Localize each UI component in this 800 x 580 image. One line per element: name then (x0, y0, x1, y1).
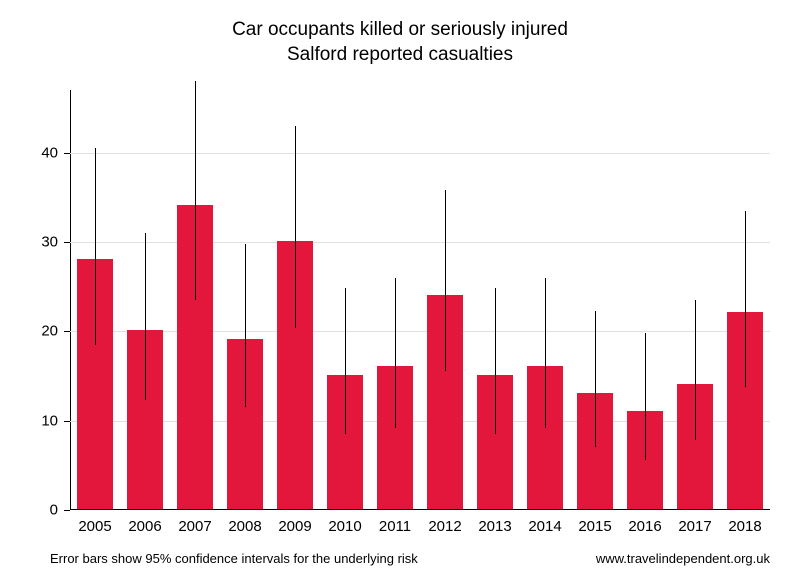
error-bar (495, 288, 496, 434)
x-axis-label: 2013 (478, 518, 511, 535)
error-bar (295, 126, 296, 328)
y-axis-label: 30 (18, 233, 58, 250)
y-axis-label: 20 (18, 323, 58, 340)
footer-note-left: Error bars show 95% confidence intervals… (50, 551, 418, 566)
y-tick (64, 331, 70, 332)
error-bar (695, 300, 696, 440)
x-axis-label: 2006 (128, 518, 161, 535)
x-axis-label: 2015 (578, 518, 611, 535)
x-axis-label: 2010 (328, 518, 361, 535)
x-axis (70, 509, 770, 510)
error-bar (345, 288, 346, 434)
y-axis-label: 0 (18, 502, 58, 519)
error-bar (145, 233, 146, 400)
gridline (70, 331, 770, 332)
x-axis-label: 2007 (178, 518, 211, 535)
error-bar (395, 278, 396, 428)
x-axis-label: 2018 (728, 518, 761, 535)
y-axis-label: 40 (18, 144, 58, 161)
x-axis-label: 2005 (78, 518, 111, 535)
y-tick (64, 421, 70, 422)
error-bar (245, 244, 246, 408)
y-tick (64, 242, 70, 243)
error-bar (645, 333, 646, 460)
gridline (70, 153, 770, 154)
gridline (70, 421, 770, 422)
y-tick (64, 153, 70, 154)
gridline (70, 242, 770, 243)
title-line-2: Salford reported casualties (0, 43, 800, 68)
x-axis-label: 2017 (678, 518, 711, 535)
x-axis-label: 2011 (379, 518, 411, 535)
chart-footer: Error bars show 95% confidence intervals… (50, 551, 770, 566)
x-axis-label: 2009 (278, 518, 311, 535)
y-tick (64, 510, 70, 511)
title-line-1: Car occupants killed or seriously injure… (0, 18, 800, 43)
error-bar (545, 278, 546, 428)
x-axis-label: 2012 (428, 518, 461, 535)
error-bar (745, 211, 746, 387)
y-axis-label: 10 (18, 412, 58, 429)
error-bar (195, 81, 196, 300)
plot-region: 0102030402005200620072008200920102011201… (70, 90, 770, 510)
chart-title: Car occupants killed or seriously injure… (0, 18, 800, 67)
chart-plot-area: 0102030402005200620072008200920102011201… (70, 90, 770, 510)
error-bar (445, 190, 446, 371)
error-bar (95, 148, 96, 345)
x-axis-label: 2016 (628, 518, 661, 535)
footer-note-right: www.travelindependent.org.uk (596, 551, 770, 566)
x-axis-label: 2008 (228, 518, 261, 535)
error-bar (595, 311, 596, 448)
x-axis-label: 2014 (528, 518, 561, 535)
